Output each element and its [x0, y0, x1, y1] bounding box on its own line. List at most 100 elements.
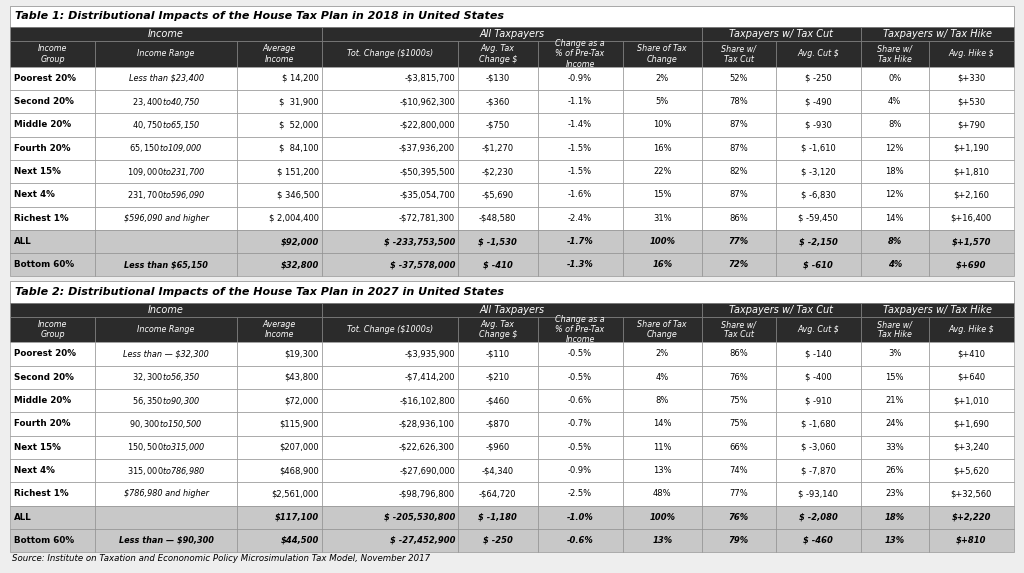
FancyBboxPatch shape	[701, 206, 775, 230]
Text: $+1,690: $+1,690	[953, 419, 989, 429]
Text: $43,800: $43,800	[285, 373, 319, 382]
Text: Income
Group: Income Group	[38, 45, 68, 64]
Text: Share of Tax
Change: Share of Tax Change	[637, 45, 687, 64]
FancyBboxPatch shape	[458, 435, 538, 459]
Text: Table 1: Distributional Impacts of the House Tax Plan in 2018 in United States: Table 1: Distributional Impacts of the H…	[15, 11, 505, 21]
Text: Next 4%: Next 4%	[14, 190, 55, 199]
FancyBboxPatch shape	[95, 253, 237, 277]
FancyBboxPatch shape	[10, 412, 95, 435]
FancyBboxPatch shape	[323, 303, 701, 317]
Text: -$22,626,300: -$22,626,300	[399, 443, 455, 452]
FancyBboxPatch shape	[701, 90, 775, 113]
FancyBboxPatch shape	[775, 113, 861, 136]
FancyBboxPatch shape	[237, 90, 323, 113]
FancyBboxPatch shape	[10, 366, 95, 389]
FancyBboxPatch shape	[458, 505, 538, 529]
FancyBboxPatch shape	[323, 459, 458, 482]
FancyBboxPatch shape	[10, 253, 95, 277]
Text: $ -6,830: $ -6,830	[801, 190, 836, 199]
Text: 31%: 31%	[653, 214, 672, 223]
Text: $+790: $+790	[957, 120, 985, 129]
Text: $+640: $+640	[957, 373, 985, 382]
Text: $ -7,870: $ -7,870	[801, 466, 836, 475]
FancyBboxPatch shape	[323, 342, 458, 366]
Text: 23%: 23%	[886, 489, 904, 499]
Text: 8%: 8%	[888, 237, 902, 246]
FancyBboxPatch shape	[861, 206, 929, 230]
Text: 75%: 75%	[729, 396, 749, 405]
FancyBboxPatch shape	[861, 435, 929, 459]
Text: Source: Institute on Taxation and Econonomic Policy Microsimulation Tax Model, N: Source: Institute on Taxation and Econon…	[12, 554, 430, 563]
FancyBboxPatch shape	[458, 529, 538, 552]
Text: $117,100: $117,100	[274, 513, 319, 521]
FancyBboxPatch shape	[458, 41, 538, 66]
Text: $+2,160: $+2,160	[953, 190, 989, 199]
FancyBboxPatch shape	[623, 206, 701, 230]
Text: $  31,900: $ 31,900	[280, 97, 319, 106]
FancyBboxPatch shape	[10, 281, 1014, 303]
Text: -1.0%: -1.0%	[566, 513, 594, 521]
Text: 77%: 77%	[729, 237, 749, 246]
FancyBboxPatch shape	[701, 317, 775, 342]
FancyBboxPatch shape	[538, 529, 623, 552]
Text: $ -2,150: $ -2,150	[799, 237, 838, 246]
FancyBboxPatch shape	[323, 66, 458, 90]
FancyBboxPatch shape	[458, 90, 538, 113]
FancyBboxPatch shape	[929, 342, 1014, 366]
FancyBboxPatch shape	[929, 160, 1014, 183]
FancyBboxPatch shape	[929, 366, 1014, 389]
FancyBboxPatch shape	[775, 459, 861, 482]
FancyBboxPatch shape	[775, 529, 861, 552]
Text: Change as a
% of Pre-Tax
Income: Change as a % of Pre-Tax Income	[555, 315, 605, 344]
Text: -$960: -$960	[485, 443, 510, 452]
FancyBboxPatch shape	[237, 230, 323, 253]
FancyBboxPatch shape	[237, 529, 323, 552]
FancyBboxPatch shape	[323, 90, 458, 113]
Text: 4%: 4%	[888, 260, 902, 269]
FancyBboxPatch shape	[623, 435, 701, 459]
FancyBboxPatch shape	[775, 41, 861, 66]
FancyBboxPatch shape	[237, 459, 323, 482]
Text: 82%: 82%	[729, 167, 749, 176]
Text: -$22,800,000: -$22,800,000	[399, 120, 455, 129]
Text: Fourth 20%: Fourth 20%	[14, 144, 71, 153]
Text: 18%: 18%	[886, 167, 904, 176]
Text: -0.5%: -0.5%	[568, 350, 592, 359]
FancyBboxPatch shape	[701, 459, 775, 482]
FancyBboxPatch shape	[701, 66, 775, 90]
FancyBboxPatch shape	[929, 435, 1014, 459]
Text: Second 20%: Second 20%	[14, 373, 74, 382]
Text: 22%: 22%	[653, 167, 672, 176]
Text: $ -140: $ -140	[805, 350, 831, 359]
Text: Second 20%: Second 20%	[14, 97, 74, 106]
Text: -$27,690,000: -$27,690,000	[399, 466, 455, 475]
FancyBboxPatch shape	[95, 435, 237, 459]
FancyBboxPatch shape	[10, 459, 95, 482]
FancyBboxPatch shape	[623, 66, 701, 90]
FancyBboxPatch shape	[95, 529, 237, 552]
Text: Taxpayers w/ Tax Hike: Taxpayers w/ Tax Hike	[883, 29, 991, 39]
Text: -$870: -$870	[485, 419, 510, 429]
FancyBboxPatch shape	[95, 230, 237, 253]
Text: 100%: 100%	[649, 513, 675, 521]
FancyBboxPatch shape	[701, 160, 775, 183]
FancyBboxPatch shape	[95, 505, 237, 529]
FancyBboxPatch shape	[237, 412, 323, 435]
FancyBboxPatch shape	[323, 183, 458, 206]
FancyBboxPatch shape	[929, 90, 1014, 113]
Text: Average
Income: Average Income	[263, 45, 296, 64]
FancyBboxPatch shape	[929, 482, 1014, 505]
Text: 21%: 21%	[886, 396, 904, 405]
FancyBboxPatch shape	[623, 529, 701, 552]
Text: $ 14,200: $ 14,200	[283, 74, 319, 83]
FancyBboxPatch shape	[775, 389, 861, 412]
Text: -$64,720: -$64,720	[479, 489, 516, 499]
Text: 14%: 14%	[886, 214, 904, 223]
FancyBboxPatch shape	[538, 342, 623, 366]
Text: 100%: 100%	[649, 237, 675, 246]
Text: 72%: 72%	[729, 260, 749, 269]
Text: Poorest 20%: Poorest 20%	[14, 74, 77, 83]
FancyBboxPatch shape	[701, 389, 775, 412]
Text: Income
Group: Income Group	[38, 320, 68, 339]
Text: $+16,400: $+16,400	[950, 214, 992, 223]
